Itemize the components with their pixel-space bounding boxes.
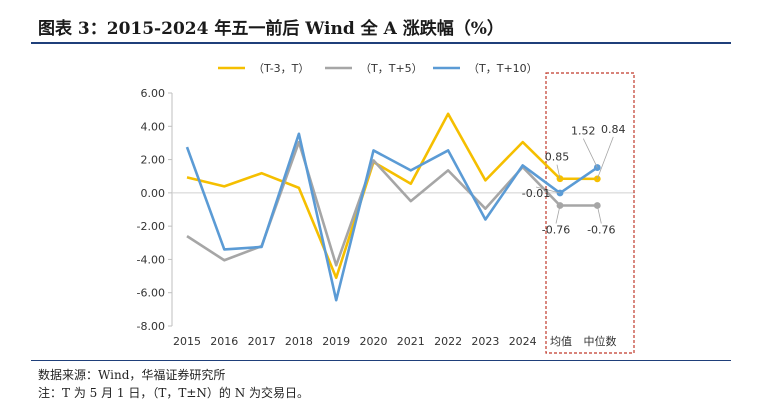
data-label: 0.85 [545, 151, 570, 164]
source-note: 数据来源：Wind，华福证券研究所 [38, 368, 226, 382]
y-tick-label: 2.00 [141, 154, 166, 167]
x-tick-label: 2017 [248, 335, 276, 348]
x-tick-label: 2022 [434, 335, 462, 348]
x-tick-label: 2016 [210, 335, 238, 348]
figure-title: 图表 3：2015-2024 年五一前后 Wind 全 A 涨跌幅（%） [38, 19, 504, 39]
x-tick-label: 2024 [509, 335, 537, 348]
data-label: -0.76 [542, 224, 570, 237]
data-label-leader [556, 164, 561, 179]
data-label-leader [596, 205, 602, 224]
x-tick-label: 2020 [360, 335, 388, 348]
data-point [593, 202, 601, 209]
y-tick-label: -8.00 [137, 320, 165, 333]
data-label-leader [555, 205, 561, 224]
data-label: 0.84 [601, 123, 626, 136]
x-tick-label: 2018 [285, 335, 313, 348]
data-label: 1.52 [571, 125, 596, 138]
data-label-leader [535, 186, 561, 194]
data-label: -0.76 [587, 224, 615, 237]
footnote: 注：T 为 5 月 1 日，（T，T±N）的 N 为交易日。 [38, 386, 310, 400]
series-line [185, 132, 599, 302]
x-tick-label: 2023 [471, 335, 499, 348]
highlight-box [545, 72, 635, 354]
y-tick-label: -2.00 [137, 220, 165, 233]
bottom-rule [31, 360, 731, 361]
data-point [556, 175, 564, 183]
y-tick-label: 6.00 [141, 87, 166, 100]
x-tick-label: 2019 [322, 335, 350, 348]
x-tick-label: 均值 [550, 335, 572, 348]
y-tick-label: 4.00 [141, 120, 166, 133]
legend-label: （T，T+10） [468, 62, 538, 75]
data-label-leader [582, 138, 598, 168]
y-tick-label: 0.00 [141, 187, 166, 200]
x-tick-label: 2021 [397, 335, 425, 348]
data-label: -0.01 [522, 187, 550, 200]
x-tick-label: 2015 [173, 335, 201, 348]
data-point [556, 189, 564, 197]
y-tick-label: -6.00 [137, 287, 165, 300]
title-rule [31, 42, 731, 44]
legend-label: （T-3，T） [253, 62, 309, 75]
y-tick-label: -4.00 [137, 253, 165, 266]
data-label-leader [596, 136, 614, 180]
series-line [186, 112, 598, 280]
x-tick-label: 中位数 [584, 334, 617, 348]
legend-label: （T，T+5） [360, 62, 423, 75]
data-point [593, 175, 601, 183]
